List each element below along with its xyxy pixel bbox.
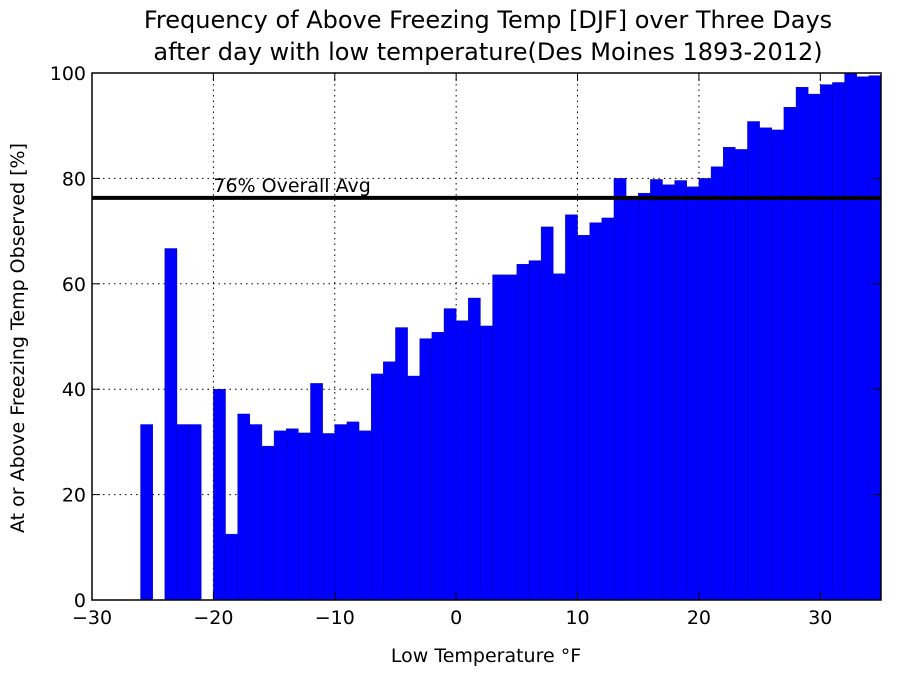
bar (176, 424, 190, 601)
bar (213, 389, 226, 601)
y-tick-label: 0 (74, 590, 86, 612)
bar (383, 361, 396, 601)
y-tick-label: 80 (62, 168, 86, 190)
reference-line-label: 76% Overall Avg (213, 175, 370, 197)
bar (346, 421, 360, 601)
y-tick-label: 60 (62, 274, 86, 296)
bar (771, 129, 785, 601)
y-tick-labels: 0 20 40 60 80 100 (50, 63, 86, 612)
bar (565, 214, 578, 601)
y-tick-label: 100 (50, 63, 86, 85)
bar (443, 308, 457, 601)
y-tick-label: 40 (62, 379, 86, 401)
bar (540, 226, 554, 601)
bar (832, 82, 845, 601)
bar (358, 430, 372, 601)
bar (298, 432, 311, 601)
bar (310, 383, 323, 601)
bar (528, 260, 542, 601)
bar (674, 180, 687, 601)
bar (273, 430, 287, 601)
chart-title-line2: after day with low temperature(Des Moine… (153, 38, 822, 66)
x-tick-label: −20 (193, 607, 233, 629)
x-tick-label: 20 (687, 607, 711, 629)
bar (710, 166, 724, 601)
bar (516, 264, 530, 601)
bar (723, 147, 736, 601)
bar (492, 274, 505, 601)
bar (698, 178, 712, 601)
bar (577, 235, 590, 601)
bar (795, 87, 809, 601)
bar (431, 332, 445, 601)
bar (650, 179, 663, 601)
x-tick-labels: −30 −20 −10 0 10 20 30 (72, 607, 832, 629)
bar (322, 433, 335, 601)
bar (820, 84, 833, 601)
bar (395, 327, 408, 601)
bars-group (140, 72, 882, 601)
bar (455, 320, 469, 601)
bar (188, 424, 202, 601)
bar (625, 197, 639, 601)
bar (613, 178, 627, 601)
plot-area-frame (91, 72, 882, 601)
bar (844, 72, 857, 601)
bar (237, 413, 251, 601)
chart-title-line1: Frequency of Above Freezing Temp [DJF] o… (144, 6, 832, 34)
tick-marks (91, 72, 881, 601)
bar (662, 184, 675, 601)
bar (747, 121, 760, 601)
x-axis-label: Low Temperature °F (391, 645, 581, 667)
bar (286, 428, 299, 601)
bar (783, 107, 797, 601)
bar (407, 375, 420, 601)
bar (589, 222, 603, 601)
bar (735, 149, 748, 601)
bar (480, 325, 493, 601)
bar (225, 533, 238, 601)
bar (164, 248, 178, 601)
bar (868, 75, 882, 601)
bar (553, 273, 566, 601)
x-tick-label: 0 (450, 607, 462, 629)
bar (468, 297, 481, 601)
x-tick-label: −30 (72, 607, 112, 629)
x-tick-label: −10 (315, 607, 355, 629)
bar (686, 186, 700, 601)
bar (638, 192, 651, 601)
bar (856, 76, 870, 601)
x-tick-label: 10 (565, 607, 589, 629)
bar (601, 217, 615, 601)
bar (504, 274, 518, 601)
y-axis-label: At or Above Freezing Temp Observed [%] (7, 143, 29, 533)
bar (370, 373, 384, 601)
bar (419, 338, 433, 601)
bar (334, 424, 348, 601)
y-tick-label: 20 (62, 485, 86, 507)
bar (807, 93, 821, 601)
x-tick-label: 30 (808, 607, 832, 629)
bar (140, 424, 153, 601)
bar (261, 445, 275, 601)
bar (249, 424, 263, 601)
